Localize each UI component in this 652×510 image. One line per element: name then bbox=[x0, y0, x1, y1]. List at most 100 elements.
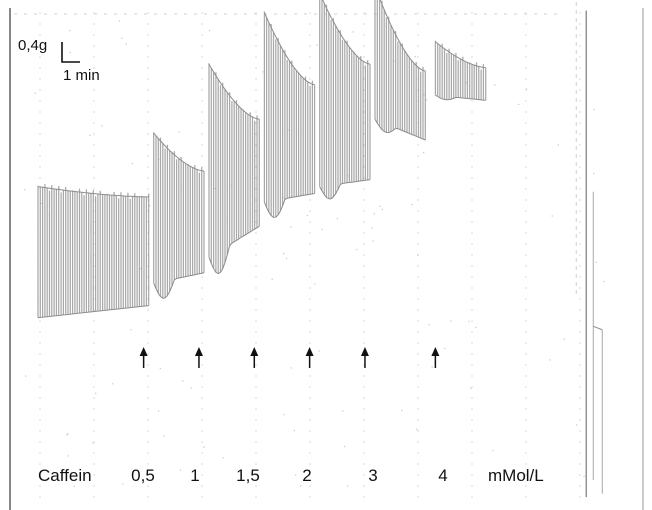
grid-speckle bbox=[208, 30, 211, 32]
trace-segment-strokes bbox=[374, 0, 426, 140]
grid-speckle bbox=[73, 485, 75, 487]
grid-speckle bbox=[417, 254, 419, 256]
grid-speckle bbox=[343, 445, 346, 448]
grid-speckle bbox=[379, 205, 381, 207]
grid-speckle bbox=[67, 455, 69, 457]
grid-speckle bbox=[444, 347, 446, 350]
grid-speckle bbox=[549, 359, 551, 361]
grid-speckle bbox=[182, 380, 184, 382]
grid-speckle bbox=[423, 152, 425, 154]
grid-speckle bbox=[450, 320, 452, 322]
trace-segment-7 bbox=[434, 40, 487, 101]
grid-speckle bbox=[271, 278, 273, 280]
concentration-label: 1,5 bbox=[236, 466, 260, 485]
grid-speckle bbox=[525, 88, 528, 90]
grid-speckle bbox=[576, 424, 578, 426]
trace-segment-6 bbox=[374, 0, 426, 141]
grid-speckle bbox=[593, 172, 595, 174]
grid-speckle bbox=[178, 131, 180, 133]
concentration-label: 4 bbox=[438, 466, 447, 485]
grid-speckle bbox=[34, 92, 36, 94]
grid-speckle bbox=[149, 205, 151, 207]
grid-speckle bbox=[222, 457, 224, 459]
addition-arrow-6 bbox=[431, 347, 440, 368]
trace-segment-trough-envelope bbox=[37, 305, 149, 319]
grid-speckle bbox=[214, 188, 216, 190]
grid-speckle bbox=[535, 475, 537, 477]
trace-segment-trough-envelope bbox=[153, 272, 205, 299]
grid-speckle bbox=[157, 410, 160, 412]
grid-speckle bbox=[352, 31, 354, 33]
grid-speckle bbox=[24, 189, 26, 191]
grid-speckle bbox=[557, 144, 559, 146]
grid-speckle bbox=[494, 84, 496, 86]
addition-arrow-head bbox=[360, 347, 369, 356]
concentration-label: 2 bbox=[302, 466, 311, 485]
grid-speckle bbox=[342, 410, 344, 412]
trace-segment-strokes bbox=[319, 0, 371, 199]
grid-speckle bbox=[66, 434, 68, 436]
grid-speckle bbox=[95, 392, 97, 394]
drug-name-label: Caffein bbox=[38, 466, 92, 485]
grid-speckle bbox=[190, 387, 192, 389]
addition-arrow-5 bbox=[360, 347, 369, 368]
grid-speckle bbox=[411, 204, 413, 206]
grid-speckle bbox=[283, 253, 285, 255]
grid-speckle bbox=[112, 383, 114, 385]
trace-segment-peak-envelope bbox=[322, 0, 371, 65]
addition-arrow-4 bbox=[305, 347, 314, 368]
grid-speckle bbox=[423, 94, 425, 96]
grid-speckle bbox=[287, 129, 289, 131]
grid-speckle bbox=[381, 208, 383, 210]
addition-arrow-2 bbox=[194, 347, 203, 368]
addition-arrow-1 bbox=[139, 347, 148, 368]
grid-speckle bbox=[416, 428, 418, 430]
grid-speckle bbox=[465, 82, 467, 84]
grid-speckle bbox=[130, 329, 132, 331]
addition-arrow-head bbox=[250, 347, 259, 356]
trace-segment-trough-envelope bbox=[435, 94, 486, 101]
grid-speckle bbox=[125, 43, 127, 45]
grid-speckle bbox=[595, 261, 597, 263]
grid-speckle bbox=[314, 283, 316, 285]
grid-speckle bbox=[551, 215, 553, 217]
trace-segment-peak-envelope bbox=[435, 41, 486, 68]
grid-speckle bbox=[300, 485, 302, 487]
trace-segment-peak-envelope bbox=[263, 12, 315, 86]
trace-group bbox=[37, 0, 603, 498]
trace-segment-peak-envelope bbox=[153, 132, 205, 172]
trace-segment-3 bbox=[208, 63, 260, 275]
grid-speckle bbox=[122, 483, 124, 485]
trace-segment-strokes bbox=[263, 11, 316, 218]
trace-segment-trough-envelope bbox=[319, 179, 371, 200]
grid-speckle bbox=[306, 214, 308, 217]
grid-speckle bbox=[321, 228, 323, 230]
trace-segment-peak-envelope bbox=[37, 186, 149, 198]
grid-speckle bbox=[118, 20, 120, 22]
trace-segment-2 bbox=[153, 132, 205, 299]
trace-segment-strokes bbox=[434, 40, 487, 101]
grid-speckle bbox=[290, 226, 292, 228]
grid-speckle bbox=[336, 218, 339, 220]
trace-segment-trough-envelope bbox=[374, 119, 426, 141]
grid-speckle bbox=[401, 409, 403, 412]
grid-speckle bbox=[583, 475, 585, 477]
grid-speckle bbox=[426, 99, 428, 101]
grid-speckle bbox=[180, 469, 182, 471]
addition-arrow-head bbox=[431, 347, 440, 356]
grid-speckle bbox=[67, 433, 69, 435]
grid-speckle bbox=[293, 430, 295, 432]
trace-segment-1 bbox=[37, 184, 150, 319]
grid-speckle bbox=[101, 125, 103, 127]
grid-speckle bbox=[347, 485, 349, 487]
grid-speckle bbox=[371, 227, 373, 229]
grid-speckle bbox=[295, 474, 297, 476]
trace-segment-trough-envelope bbox=[263, 193, 315, 218]
trace-segment-4 bbox=[263, 11, 316, 218]
grid-speckle bbox=[593, 108, 595, 111]
grid-speckle bbox=[69, 52, 71, 54]
addition-arrow-3 bbox=[250, 347, 259, 368]
scale-bar-force-label: 0,4g bbox=[18, 37, 47, 54]
grid-speckle bbox=[372, 240, 374, 242]
